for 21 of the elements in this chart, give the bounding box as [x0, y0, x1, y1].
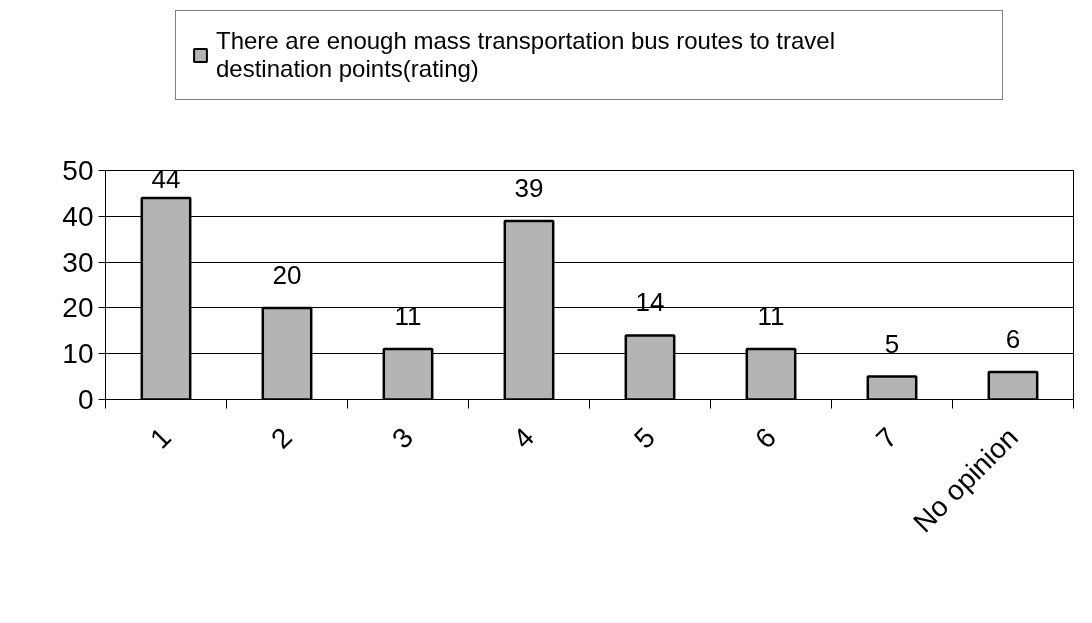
x-tick-label: 6 [749, 421, 782, 455]
x-tick-label: 5 [628, 421, 661, 455]
y-tick-label: 50 [62, 155, 94, 186]
data-label: 5 [884, 328, 900, 359]
x-tick-label: 3 [386, 421, 419, 455]
legend-label: There are enough mass transportation bus routes to travel destination points(rating) [216, 27, 836, 83]
data-label: 39 [514, 172, 544, 203]
data-label: 44 [151, 164, 181, 194]
x-tick-label: 7 [870, 421, 903, 455]
data-label: 6 [1005, 324, 1021, 355]
x-tick-label: 4 [507, 421, 540, 455]
x-tick-label: 1 [144, 421, 177, 455]
y-tick-label: 30 [62, 246, 94, 278]
data-label: 11 [394, 301, 422, 332]
y-tick-label: 0 [77, 384, 94, 415]
data-label: 20 [272, 259, 302, 290]
data-label: 11 [757, 301, 785, 332]
x-tick-label: 2 [265, 421, 298, 455]
y-tick-label: 40 [62, 200, 94, 232]
y-tick-label: 10 [62, 338, 94, 370]
y-tick-label: 20 [62, 292, 94, 324]
